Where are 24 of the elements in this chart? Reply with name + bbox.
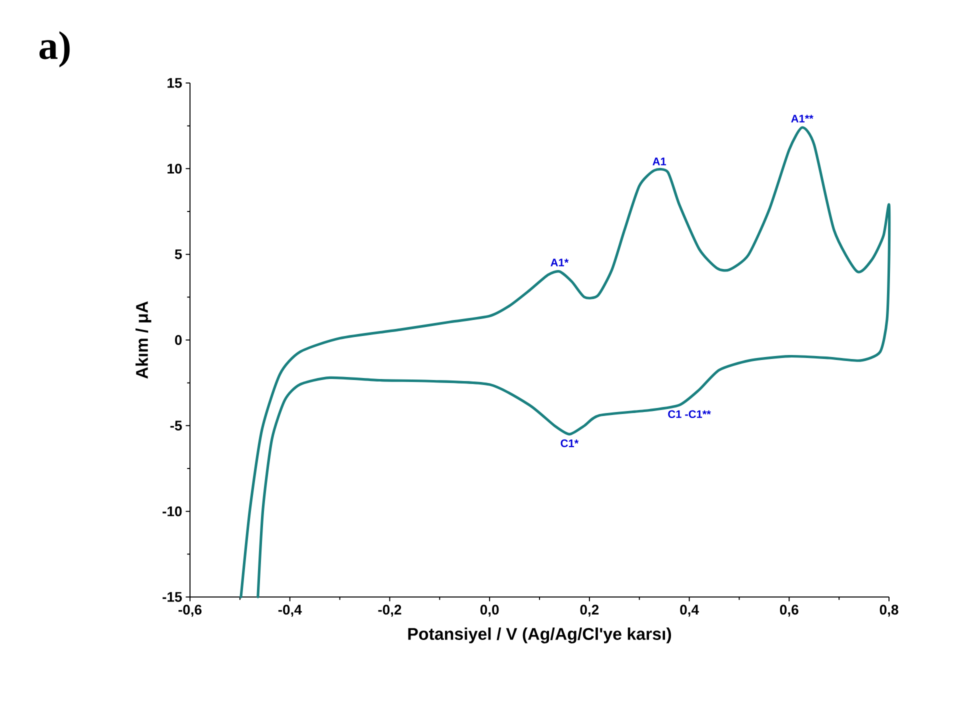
x-tick-label: 0,2	[580, 604, 599, 617]
line-series	[240, 126, 891, 598]
annotation: C1*	[560, 439, 579, 448]
y-tick-label: -15	[162, 592, 182, 602]
annotation: A1**	[791, 114, 814, 122]
x-tick-label: -0,6	[178, 604, 202, 617]
annotation: A1	[652, 158, 666, 166]
annotation: C1 -C1**	[668, 410, 711, 418]
x-tick-label: 0,6	[780, 604, 798, 617]
x-tick-label: -0,2	[378, 604, 402, 617]
text: a)	[39, 31, 70, 68]
x-tick-label: 0,0	[480, 604, 499, 617]
y-tick-label: 15	[168, 78, 182, 88]
x-tick-label: 0,4	[680, 604, 699, 617]
y-tick-label: 5	[174, 249, 182, 260]
x-tick-label: -0,4	[278, 604, 302, 617]
y-tick-label: -10	[162, 506, 182, 516]
x-tick-label: 0,8	[880, 604, 898, 617]
x-axis-title: Potansiyel / V (Ag/Ag/Cl'ye karsı)	[408, 628, 672, 644]
y-tick-label: 10	[168, 164, 182, 174]
y-tick-label: 0	[175, 335, 182, 345]
annotation: A1*	[550, 258, 569, 266]
y-tick-label: -5	[170, 420, 182, 431]
y-axis-title: Akım / μA	[136, 301, 152, 379]
